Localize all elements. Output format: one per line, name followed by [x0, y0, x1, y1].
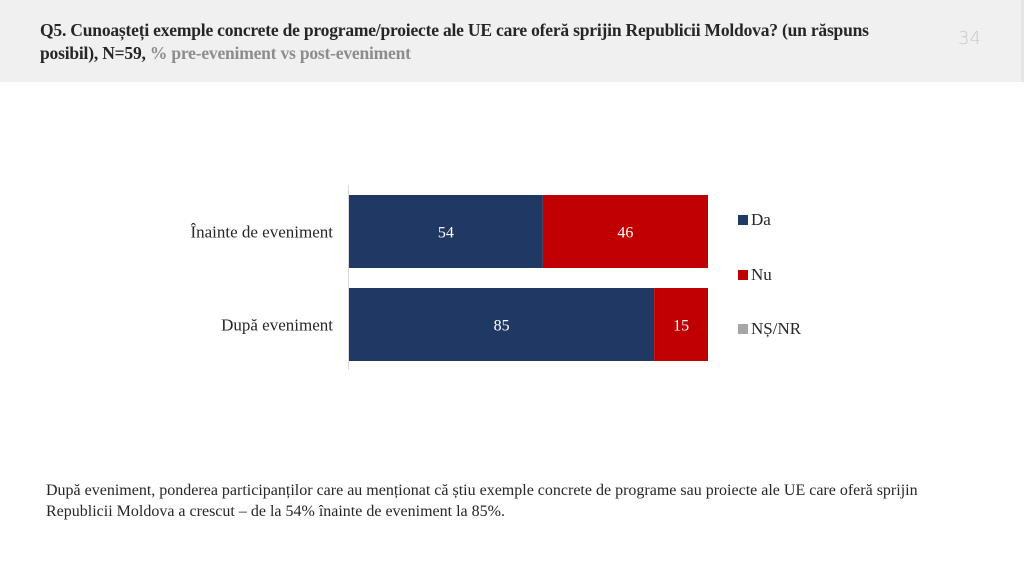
data-label: 54 [438, 225, 454, 242]
bar-segment-nu [542, 195, 708, 268]
header-band: Q5. Cunoașteți exemple concrete de progr… [0, 0, 1024, 82]
legend-swatch [738, 270, 748, 280]
legend: Da Nu NȘ/NR [738, 210, 802, 338]
category-labels: Înainte de eveniment După eveniment [190, 223, 333, 335]
category-label: Înainte de eveniment [190, 223, 333, 242]
data-label: 15 [673, 318, 689, 335]
data-label: 46 [617, 225, 633, 242]
legend-label: Da [751, 210, 771, 229]
slide-number: 34 [958, 28, 981, 49]
slide-title: Q5. Cunoașteți exemple concrete de progr… [40, 19, 920, 65]
bars-group: 54 46 85 15 [349, 195, 708, 361]
legend-swatch [738, 215, 748, 225]
bar-segment-nu [654, 288, 708, 361]
legend-label: Nu [751, 265, 772, 284]
title-main: Q5. Cunoașteți exemple concrete de progr… [40, 20, 869, 63]
legend-swatch [738, 324, 748, 334]
data-label: 85 [494, 318, 510, 335]
summary-note: După eveniment, ponderea participanților… [46, 482, 918, 520]
bar-segment-da [349, 195, 543, 268]
legend-label: NȘ/NR [751, 319, 802, 338]
title-subtitle: % pre-eveniment vs post-eveniment [149, 43, 411, 63]
category-label: După eveniment [221, 316, 333, 335]
bar-segment-da [349, 288, 655, 361]
